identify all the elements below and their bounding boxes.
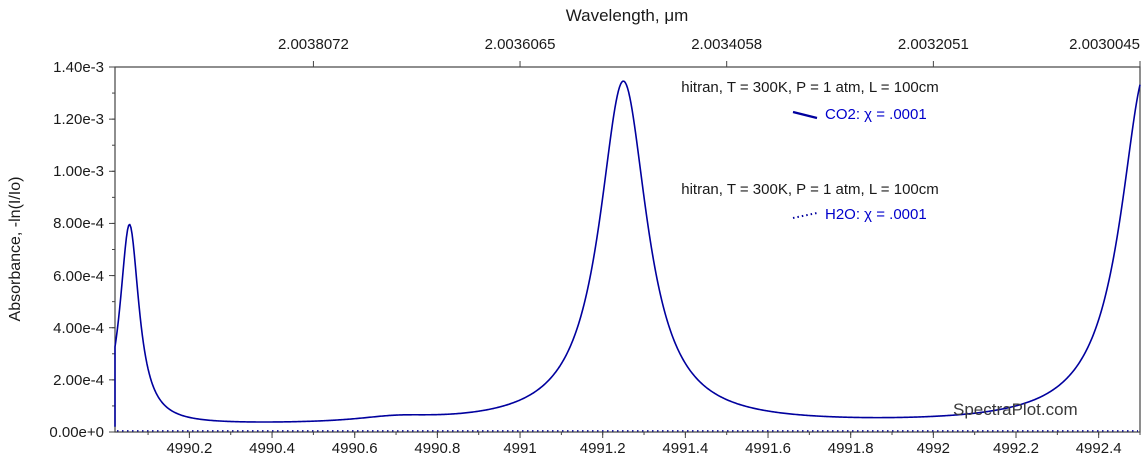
legend-co2-label: CO2: χ = .0001 — [825, 106, 927, 123]
bottom-axis-tick-label: 4991.4 — [662, 440, 709, 457]
bottom-axis-tick-label: 4992.2 — [993, 440, 1039, 457]
bottom-axis-tick-label: 4990.2 — [166, 440, 213, 457]
legend-h2o-entry: H2O: χ = .0001 — [792, 206, 927, 223]
legend-co2-conditions: hitran, T = 300K, P = 1 atm, L = 100cm — [681, 79, 939, 96]
top-axis-tick-label: 2.0036065 — [484, 36, 556, 53]
bottom-axis-tick-label: 4991 — [503, 440, 537, 457]
bottom-axis-tick-label: 4990.6 — [331, 440, 378, 457]
left-axis-tick-label: 4.00e-4 — [53, 319, 104, 337]
bottom-axis-tick-label: 4992.4 — [1075, 440, 1122, 457]
left-axis-tick-label: 1.20e-3 — [53, 111, 104, 129]
co2-legend-line-icon — [792, 110, 818, 119]
legend-co2-entry: CO2: χ = .0001 — [792, 106, 927, 123]
left-axis-tick-label: 1.40e-3 — [53, 59, 104, 76]
bottom-axis-tick-label: 4991.6 — [745, 440, 791, 457]
top-axis-title: Wavelength, μm — [565, 6, 689, 25]
h2o-legend-line-icon — [792, 211, 818, 219]
left-axis-tick-label: 8.00e-4 — [53, 215, 104, 233]
top-axis-tick-label: 2.0038072 — [277, 36, 349, 53]
bottom-axis-tick-label: 4991.2 — [579, 440, 626, 457]
left-axis-tick-label: 0.00e+0 — [49, 424, 104, 441]
top-axis-tick-label: 2.0030045 — [1069, 36, 1140, 53]
top-axis-tick-label: 2.0034058 — [691, 36, 763, 53]
plot-border — [114, 66, 1141, 433]
watermark: SpectraPlot.com — [953, 400, 1078, 419]
top-axis-tick-label: 2.0032051 — [897, 36, 969, 53]
left-axis-title: Absorbance, -ln(I/Io) — [7, 176, 24, 322]
bottom-axis-tick-label: 4991.8 — [827, 440, 874, 457]
bottom-axis-tick-label: 4992 — [916, 440, 951, 457]
co2-curve — [114, 80, 1141, 427]
legend-h2o-label: H2O: χ = .0001 — [825, 206, 927, 223]
bottom-axis-tick-label: 4990.8 — [414, 440, 461, 457]
bottom-axis-tick-label: 4990.4 — [249, 440, 295, 457]
legend-h2o-conditions: hitran, T = 300K, P = 1 atm, L = 100cm — [681, 181, 939, 198]
left-axis-tick-label: 2.00e-4 — [53, 371, 104, 389]
left-axis-tick-label: 1.00e-3 — [53, 163, 104, 181]
left-axis-tick-label: 6.00e-4 — [53, 267, 104, 285]
